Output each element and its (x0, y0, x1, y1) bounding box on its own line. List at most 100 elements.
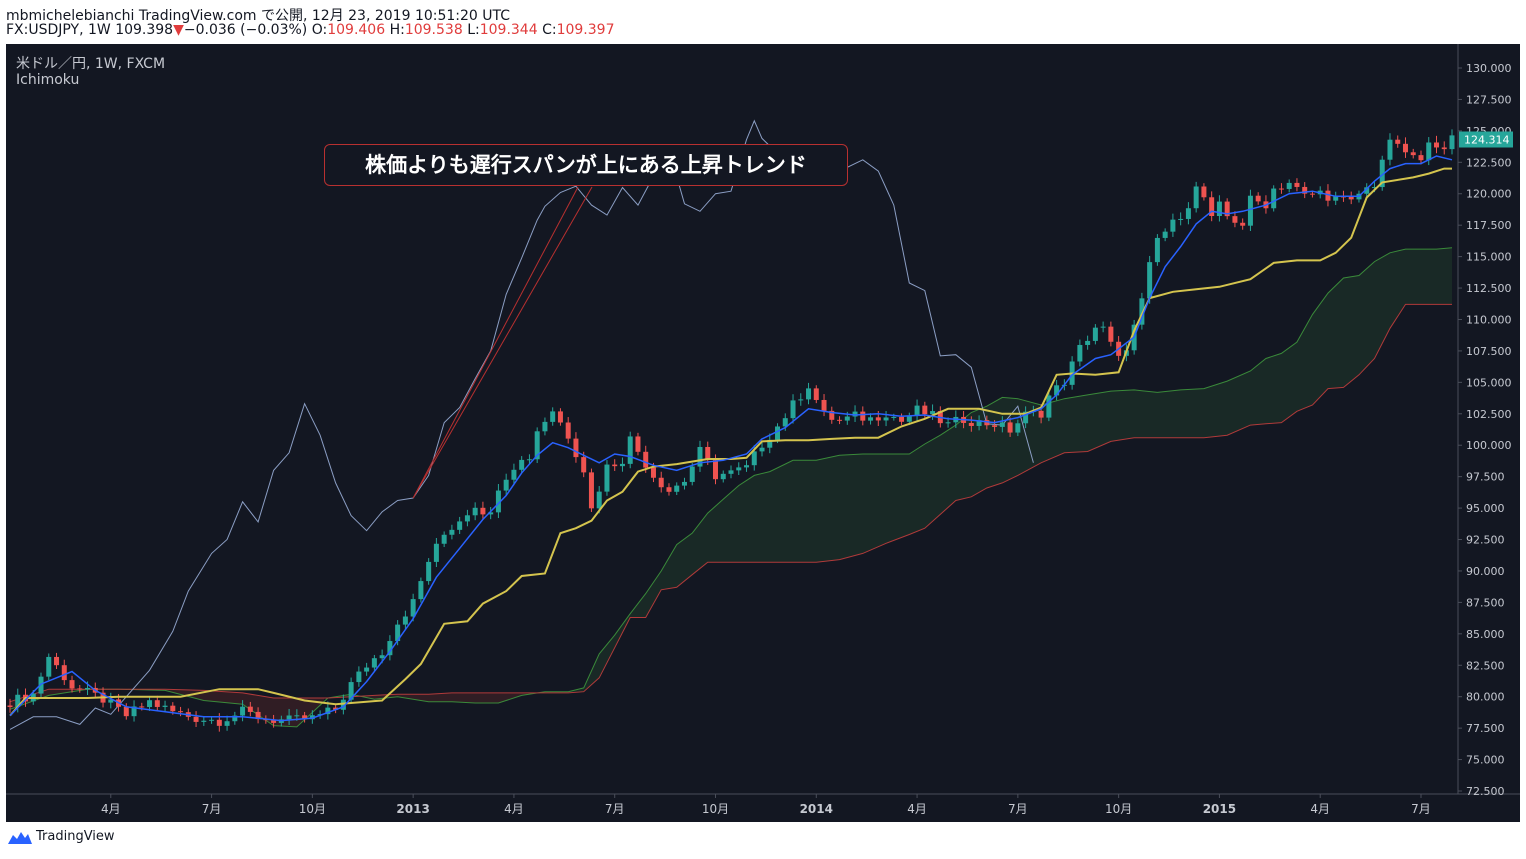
candle-body (333, 707, 339, 710)
candle-body (1286, 182, 1292, 189)
candle-body (302, 715, 308, 720)
candle-body (271, 720, 277, 723)
y-tick-label: 110.000 (1466, 313, 1512, 326)
candle-body (201, 720, 207, 722)
annotation-pointer-line (412, 186, 593, 499)
candle-body (984, 420, 990, 426)
candle-body (1247, 195, 1253, 226)
annotation-callout[interactable]: 株価よりも遅行スパンが上にある上昇トレンド (324, 144, 848, 186)
candle-body (666, 487, 672, 492)
candle-body (1201, 186, 1207, 198)
candle-body (650, 467, 656, 478)
price-chart[interactable]: 130.000127.500125.000122.500120.000117.5… (6, 44, 1520, 822)
candle-body (1162, 231, 1168, 238)
candle-body (495, 490, 501, 513)
candle-body (1147, 262, 1153, 299)
candle-body (1325, 190, 1331, 201)
candle-body (1178, 218, 1184, 220)
candle-body (309, 715, 315, 720)
candle-body (790, 400, 796, 419)
candle-body (1433, 142, 1439, 148)
candle-body (751, 451, 757, 466)
down-arrow-icon: ▼ (173, 22, 184, 38)
candle-body (1170, 219, 1176, 232)
y-tick-label: 72.500 (1466, 785, 1505, 798)
candle-body (379, 655, 385, 659)
y-tick-label: 97.500 (1466, 471, 1505, 484)
tenkan-sen-line (9, 155, 1453, 722)
x-tick-label: 7月 (1008, 802, 1028, 816)
footer-brand[interactable]: TradingView (8, 829, 115, 844)
candle-body (526, 459, 532, 461)
candle-body (1402, 143, 1408, 153)
y-tick-label: 107.500 (1466, 345, 1512, 358)
candle-body (1418, 155, 1424, 161)
candle-body (844, 416, 850, 421)
candle-body (123, 706, 129, 717)
symbol-label[interactable]: FX:USDJPY, 1W 109.398 (6, 22, 174, 38)
candle-body (1294, 182, 1300, 187)
x-tick-label: 7月 (1411, 802, 1431, 816)
y-tick-label: 90.000 (1466, 565, 1505, 578)
x-tick-label: 4月 (504, 802, 524, 816)
x-tick-label: 4月 (1310, 802, 1330, 816)
y-tick-label: 115.000 (1466, 251, 1512, 264)
low-label: L: (467, 22, 480, 38)
x-tick-label: 4月 (101, 802, 121, 816)
y-tick-label: 95.000 (1466, 502, 1505, 515)
candle-body (426, 561, 432, 582)
candle-body (371, 658, 377, 668)
indicator-legend[interactable]: Ichimoku (16, 72, 80, 88)
candle-body (712, 460, 718, 480)
candle-body (193, 716, 199, 722)
candle-body (883, 417, 889, 421)
y-tick-label: 77.500 (1466, 722, 1505, 735)
x-tick-label: 2014 (800, 802, 833, 816)
candle-body (689, 466, 695, 482)
candle-body (875, 417, 881, 421)
candle-body (922, 405, 928, 415)
x-tick-label: 10月 (299, 802, 326, 816)
candle-body (1092, 327, 1098, 341)
candle-body (7, 705, 13, 708)
y-tick-label: 120.000 (1466, 188, 1512, 201)
symbol-legend[interactable]: 米ドル／円, 1W, FXCM (16, 56, 166, 72)
candle-body (1100, 326, 1106, 328)
candle-body (705, 446, 711, 461)
candle-body (519, 459, 525, 470)
candle-body (294, 715, 300, 717)
close-value: 109.397 (556, 22, 615, 38)
chart-panel[interactable]: 130.000 127.500 125.000 122.500 120.000 117.5… (6, 44, 1520, 822)
candle-body (1371, 187, 1377, 189)
candle-body (449, 529, 455, 535)
candle-body (418, 581, 424, 600)
candle-body (1085, 340, 1091, 345)
x-tick-label: 10月 (1105, 802, 1132, 816)
candle-body (1379, 159, 1385, 188)
candle-body (1348, 196, 1354, 200)
candle-body (46, 656, 52, 677)
candle-body (240, 706, 246, 716)
candle-body (744, 465, 750, 468)
candle-body (232, 715, 238, 722)
candle-body (108, 699, 114, 703)
candle-body (1309, 193, 1315, 195)
candle-body (54, 656, 60, 666)
candle-body (697, 446, 703, 467)
y-tick-label: 112.500 (1466, 282, 1512, 295)
candle-body (1007, 422, 1013, 433)
candle-body (992, 425, 998, 427)
candle-body (480, 507, 486, 515)
y-tick-label: 117.500 (1466, 219, 1512, 232)
candle-body (759, 447, 765, 452)
candle-body (1108, 326, 1114, 342)
candle-body (69, 680, 75, 689)
y-tick-label: 80.000 (1466, 691, 1505, 704)
candle-body (1240, 222, 1246, 226)
candle-body (178, 711, 184, 713)
candle-body (782, 418, 788, 427)
y-tick-label: 92.500 (1466, 534, 1505, 547)
candle-body (674, 485, 680, 492)
candle-body (1054, 385, 1060, 396)
candle-body (976, 420, 982, 426)
